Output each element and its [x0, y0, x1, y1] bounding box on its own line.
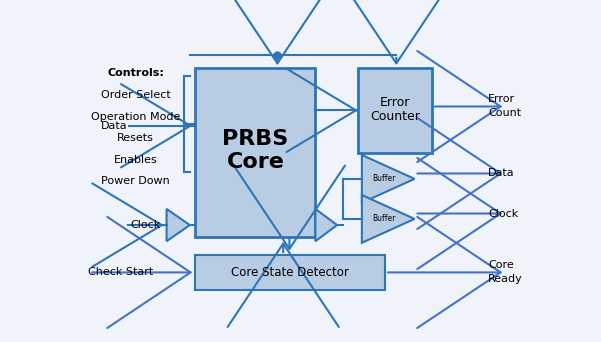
Text: Buffer: Buffer — [373, 214, 395, 223]
Text: Enables: Enables — [114, 155, 157, 165]
Text: Clock: Clock — [130, 220, 160, 230]
Text: Power Down: Power Down — [101, 176, 170, 186]
Text: Error: Error — [488, 94, 515, 104]
Text: Data: Data — [101, 121, 128, 131]
Text: Core: Core — [488, 260, 514, 270]
Text: Buffer: Buffer — [373, 174, 395, 183]
Text: Core: Core — [227, 152, 284, 172]
Bar — [195, 255, 385, 290]
Text: Error: Error — [380, 96, 410, 109]
Polygon shape — [316, 209, 337, 241]
Text: Resets: Resets — [117, 133, 154, 143]
Text: Core State Detector: Core State Detector — [231, 266, 349, 279]
Text: Order Select: Order Select — [101, 90, 171, 100]
Text: Clock: Clock — [488, 209, 519, 219]
Text: Check Start: Check Start — [88, 267, 153, 277]
Text: Operation Mode: Operation Mode — [91, 111, 180, 121]
Text: PRBS: PRBS — [222, 129, 288, 149]
Text: Data: Data — [488, 169, 515, 179]
Polygon shape — [166, 209, 190, 241]
Bar — [358, 68, 432, 153]
Text: Counter: Counter — [370, 110, 419, 123]
Bar — [195, 68, 316, 237]
Polygon shape — [362, 195, 415, 243]
Text: Count: Count — [488, 108, 521, 118]
Text: Controls:: Controls: — [107, 68, 164, 78]
Polygon shape — [362, 155, 415, 203]
Text: Ready: Ready — [488, 274, 523, 284]
